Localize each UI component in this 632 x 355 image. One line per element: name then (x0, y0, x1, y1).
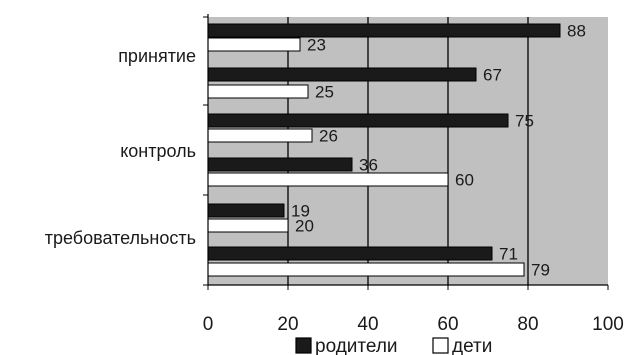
value-label: 75 (515, 112, 534, 131)
x-tick-labels: 0 20 40 60 80 100 (203, 314, 624, 335)
bar-deti (207, 37, 301, 52)
x-tick-label: 40 (357, 314, 378, 335)
value-label: 60 (455, 171, 474, 190)
value-label: 71 (499, 245, 518, 264)
category-label: контроль (120, 141, 196, 161)
bar-deti (207, 128, 313, 143)
x-tick-label: 0 (203, 314, 214, 335)
bar-deti (207, 84, 309, 99)
legend-label: дети (452, 336, 492, 355)
bar-roditeli (207, 203, 285, 218)
value-label: 79 (531, 261, 550, 280)
category-labels: принятие контроль требовательность (45, 46, 196, 248)
legend-swatch (295, 337, 312, 354)
bar-roditeli (207, 113, 509, 128)
value-label: 26 (319, 127, 338, 146)
bar-roditeli (207, 157, 353, 172)
legend: родители дети (295, 336, 492, 355)
legend-swatch (432, 337, 449, 354)
value-label: 20 (295, 217, 314, 236)
bar-roditeli (207, 246, 493, 261)
bar-deti (207, 218, 289, 233)
bar-roditeli (207, 67, 477, 82)
x-tick-label: 20 (277, 314, 298, 335)
value-label: 19 (291, 202, 310, 221)
x-tick-label: 60 (437, 314, 458, 335)
bar-roditeli (207, 23, 561, 38)
category-label: требовательность (45, 228, 196, 248)
value-label: 88 (567, 22, 586, 41)
bar-deti (207, 172, 449, 187)
x-tick-label: 100 (592, 314, 624, 335)
bar-deti (207, 262, 525, 277)
axes (203, 14, 609, 290)
value-label: 36 (359, 156, 378, 175)
value-label: 23 (307, 36, 326, 55)
legend-label: родители (315, 336, 398, 355)
value-label: 25 (315, 83, 334, 102)
plot-background (208, 17, 608, 285)
value-label: 67 (483, 66, 502, 85)
category-label: принятие (118, 46, 196, 66)
grid-lines (287, 17, 529, 285)
x-tick-label: 80 (517, 314, 538, 335)
